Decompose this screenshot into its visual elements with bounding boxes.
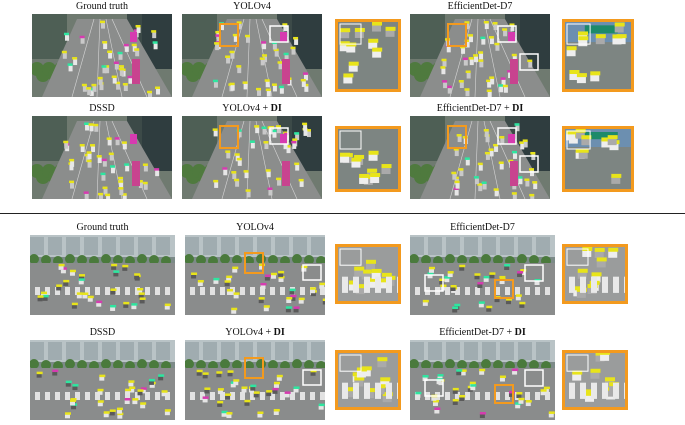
road-image-efficientdet-d7-di	[410, 116, 550, 199]
intersection-image-yolov4-di	[185, 340, 325, 420]
road-image-yolov4	[182, 14, 322, 97]
zoom-inset-efficientdet-d7-di	[562, 126, 634, 192]
road-image-yolov4-di	[182, 116, 322, 199]
caption-bottom-r2-c3: EfficientDet-D7 + DI	[439, 327, 526, 338]
zoom-inset-efficientdet-d7-intersection	[562, 244, 628, 304]
caption-bottom-r2-c1: DSSD	[89, 327, 116, 338]
caption-top-r1-c2: YOLOv4	[233, 1, 271, 12]
road-image-efficientdet-d7	[410, 14, 550, 97]
panel-divider	[0, 213, 685, 214]
caption-top-r1-c3: EfficientDet-D7	[447, 1, 513, 12]
caption-bottom-r1-c3: EfficientDet-D7	[450, 222, 515, 233]
caption-bottom-r1-c2: YOLOv4	[236, 222, 274, 233]
intersection-image-ground-truth	[30, 235, 175, 315]
road-image-ground-truth	[32, 14, 172, 97]
zoom-inset-yolov4-di-intersection	[335, 350, 401, 410]
zoom-inset-efficientdet-d7-di-intersection	[562, 350, 628, 410]
intersection-image-efficientdet-d7	[410, 235, 555, 315]
zoom-inset-yolov4-intersection	[335, 244, 401, 304]
caption-top-r2-c1: DSSD	[89, 103, 115, 114]
zoom-inset-yolov4-di	[335, 126, 401, 192]
zoom-inset-efficientdet-d7	[562, 19, 634, 92]
caption-top-r2-c3: EfficientDet-D7 + DI	[436, 103, 524, 114]
intersection-image-efficientdet-d7-di	[410, 340, 555, 420]
caption-bottom-r1-c1: Ground truth	[76, 222, 129, 233]
zoom-inset-yolov4	[335, 19, 401, 92]
caption-top-r1-c1: Ground truth	[76, 1, 128, 12]
road-image-dssd	[32, 116, 172, 199]
intersection-image-dssd	[30, 340, 175, 420]
caption-top-r2-c2: YOLOv4 + DI	[222, 103, 282, 114]
caption-bottom-r2-c2: YOLOv4 + DI	[225, 327, 285, 338]
intersection-image-yolov4	[185, 235, 325, 315]
